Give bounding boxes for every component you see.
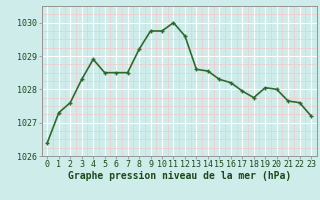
X-axis label: Graphe pression niveau de la mer (hPa): Graphe pression niveau de la mer (hPa) [68, 171, 291, 181]
